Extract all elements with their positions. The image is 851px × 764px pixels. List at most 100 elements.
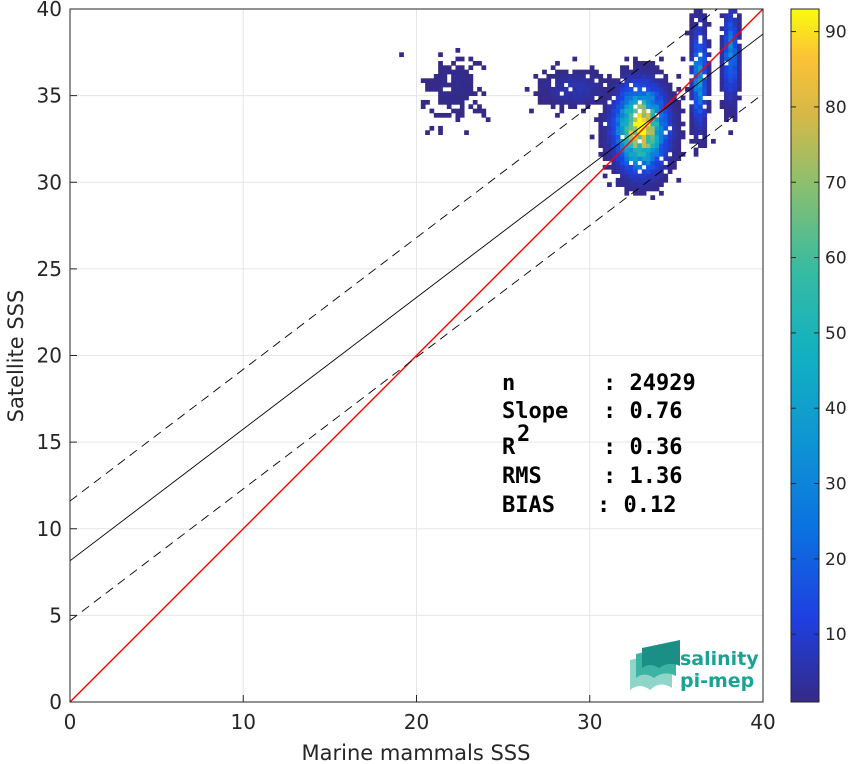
heatmap-bin	[433, 82, 439, 88]
stat-bias-label: BIAS	[502, 493, 555, 518]
y-tick-label: 30	[37, 170, 62, 194]
heatmap-bin	[693, 65, 699, 71]
heatmap-bin	[702, 69, 708, 75]
heatmap-bin	[650, 186, 656, 192]
heatmap-bin	[615, 78, 621, 84]
heatmap-bin	[602, 91, 608, 97]
heatmap-bin	[611, 143, 617, 148]
heatmap-bin	[563, 86, 569, 92]
heatmap-bin	[598, 86, 604, 92]
heatmap-bin	[581, 99, 586, 105]
heatmap-bin	[711, 138, 716, 144]
heatmap-bin	[615, 117, 621, 123]
heatmap-bin	[646, 138, 651, 144]
heatmap-bin	[663, 78, 669, 84]
heatmap-bin	[585, 91, 591, 97]
heatmap-bin	[455, 99, 461, 105]
heatmap-bin	[455, 69, 461, 75]
heatmap-bin	[559, 82, 565, 88]
heatmap-bin	[680, 95, 686, 101]
heatmap-bin	[633, 190, 638, 196]
heatmap-bin	[620, 73, 625, 79]
heatmap-bin	[624, 117, 630, 123]
heatmap-bin	[641, 173, 647, 179]
heatmap-bin	[693, 69, 699, 75]
heatmap-bin	[702, 99, 708, 105]
heatmap-bin	[624, 177, 630, 183]
heatmap-bin	[598, 82, 604, 88]
heatmap-bin	[533, 73, 539, 79]
heatmap-bin	[602, 147, 608, 153]
heatmap-bin	[451, 73, 456, 79]
heatmap-bin	[689, 43, 695, 49]
heatmap-bin	[611, 164, 617, 170]
heatmap-bin	[641, 117, 647, 123]
heatmap-bin	[537, 86, 543, 92]
heatmap-bin	[468, 65, 474, 71]
axis-ticks: 0 10 20 30 40 0 5 10 15 20 25 30 35 40	[37, 0, 776, 734]
heatmap-bin	[724, 82, 729, 88]
heatmap-bin	[654, 108, 660, 114]
heatmap-bin	[576, 99, 582, 105]
heatmap-bin	[602, 143, 608, 148]
heatmap-bin	[659, 147, 664, 153]
heatmap-bin	[659, 112, 664, 118]
heatmap-bin	[641, 99, 647, 105]
heatmap-bin	[650, 169, 656, 174]
heatmap-bin	[615, 82, 621, 88]
heatmap-bin	[555, 69, 560, 75]
heatmap-bin	[702, 121, 708, 127]
heatmap-bin	[667, 121, 673, 127]
heatmap-bin	[650, 121, 656, 127]
heatmap-bin	[459, 82, 465, 88]
heatmap-bin	[611, 112, 617, 118]
heatmap-bin	[702, 17, 708, 23]
heatmap-bin	[624, 151, 630, 157]
heatmap-bin	[602, 117, 608, 123]
heatmap-bin	[446, 99, 452, 105]
heatmap-bin	[459, 99, 465, 105]
heatmap-bin	[624, 82, 630, 88]
heatmap-bin	[676, 134, 682, 140]
heatmap-bin	[633, 65, 638, 71]
heatmap-bin	[438, 112, 443, 118]
heatmap-bin	[624, 95, 630, 101]
heatmap-bin	[646, 104, 651, 110]
heatmap-bin	[615, 160, 621, 166]
heatmap-bin	[594, 117, 599, 123]
heatmap-bin	[572, 91, 578, 97]
heatmap-bin	[654, 160, 660, 166]
heatmap-bin	[607, 86, 612, 92]
heatmap-bin	[624, 99, 630, 105]
heatmap-bin	[637, 173, 643, 179]
heatmap-bin	[693, 21, 699, 27]
heatmap-bin	[624, 130, 630, 136]
heatmap-bin	[702, 60, 708, 66]
heatmap-bin	[728, 13, 734, 19]
heatmap-bin	[663, 138, 669, 144]
heatmap-bin	[641, 82, 647, 88]
stat-r2-value: : 0.36	[603, 435, 682, 460]
heatmap-bin	[654, 121, 660, 127]
heatmap-bin	[611, 130, 617, 136]
heatmap-bin	[654, 138, 660, 144]
heatmap-bin	[589, 73, 595, 79]
heatmap-bin	[702, 21, 708, 27]
heatmap-bin	[702, 130, 708, 136]
heatmap-bin	[598, 138, 604, 144]
heatmap-bin	[719, 56, 725, 62]
heatmap-bin	[546, 86, 552, 92]
colorbar: 10 20 30 40 50 60 70 80 90	[790, 8, 847, 703]
heatmap-bin	[555, 60, 560, 66]
heatmap-bin	[628, 69, 634, 75]
heatmap-bin	[667, 156, 673, 161]
heatmap-bin	[732, 52, 738, 58]
heatmap-bin	[572, 73, 578, 79]
heatmap-bin	[433, 86, 439, 92]
heatmap-bin	[576, 69, 582, 75]
heatmap-bin	[611, 169, 617, 174]
heatmap-bin	[641, 95, 647, 101]
heatmap-bin	[659, 117, 664, 123]
heatmap-bin	[633, 173, 638, 179]
heatmap-bin	[620, 177, 625, 183]
